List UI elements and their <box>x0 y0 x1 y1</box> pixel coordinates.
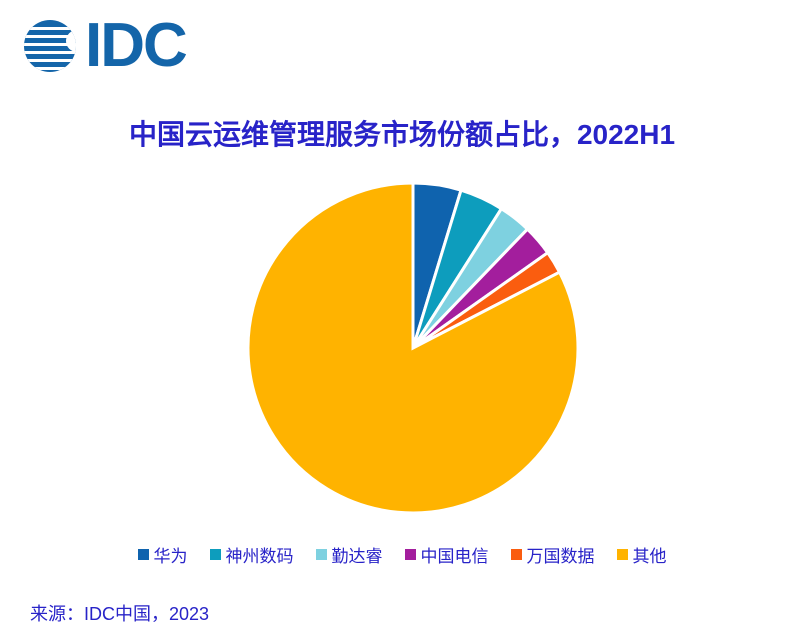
chart-title: 中国云运维管理服务市场份额占比，2022H1 <box>128 119 676 150</box>
legend-label: 其他 <box>632 547 667 566</box>
idc-logo: IDC <box>24 11 188 80</box>
legend-item: 万国数据 <box>510 542 595 567</box>
legend-label: 万国数据 <box>526 547 595 566</box>
idc-globe-icon <box>24 20 76 72</box>
legend-marker <box>404 549 416 560</box>
legend-label: 华为 <box>153 547 188 566</box>
legend-marker <box>137 549 149 560</box>
legend-item: 神州数码 <box>209 542 294 567</box>
legend-marker <box>315 549 327 560</box>
pie-slice <box>246 181 580 515</box>
idc-logo-text: IDC <box>85 11 188 80</box>
chart-legend: 华为 神州数码 勤达睿 中国电信 万国数据 其他 <box>0 542 804 567</box>
legend-item: 其他 <box>616 542 667 567</box>
legend-marker <box>510 549 522 560</box>
legend-label: 勤达睿 <box>331 547 383 566</box>
legend-label: 神州数码 <box>225 547 294 566</box>
legend-item: 中国电信 <box>404 542 489 567</box>
legend-label: 中国电信 <box>420 547 489 566</box>
pie-chart <box>245 180 581 516</box>
source-note: 来源：IDC中国，2023 <box>30 604 210 624</box>
legend-item: 勤达睿 <box>315 542 383 567</box>
legend-marker <box>616 549 628 560</box>
legend-marker <box>209 549 221 560</box>
pie-chart-svg <box>246 181 580 515</box>
legend-item: 华为 <box>137 542 188 567</box>
